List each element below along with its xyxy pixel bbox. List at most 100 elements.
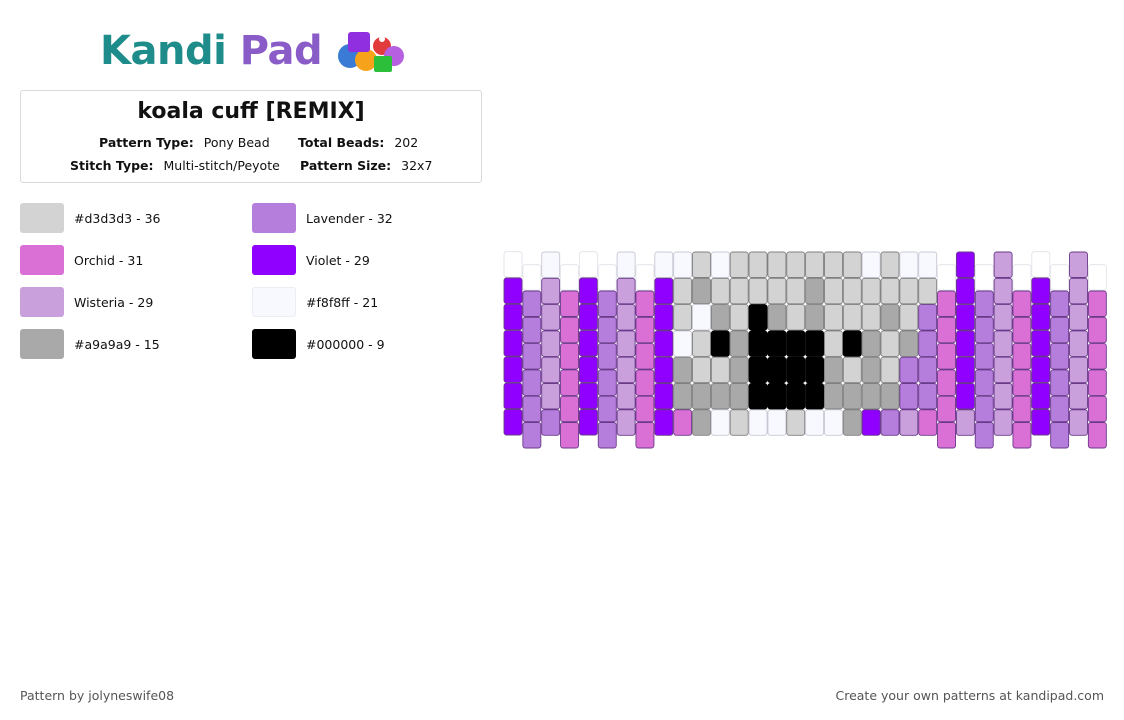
guide-bead xyxy=(635,264,655,291)
bead xyxy=(578,409,598,436)
bead xyxy=(692,356,711,384)
bead xyxy=(1069,277,1088,305)
bead xyxy=(597,369,617,396)
bead xyxy=(993,409,1013,436)
bead xyxy=(673,409,693,436)
bead xyxy=(899,304,919,331)
kandi-pad-logo[interactable]: Kandi Pad xyxy=(100,24,410,78)
bead xyxy=(880,330,900,357)
bead xyxy=(1087,316,1107,344)
legend-item: Violet - 29 xyxy=(252,244,370,276)
bead xyxy=(937,422,956,449)
bead xyxy=(710,356,730,384)
color-swatch xyxy=(252,245,296,275)
bead xyxy=(578,382,598,410)
guide-bead xyxy=(522,264,542,291)
bead xyxy=(503,277,523,304)
bead xyxy=(616,251,636,278)
bead xyxy=(1069,251,1088,278)
bead xyxy=(824,304,843,331)
bead xyxy=(710,383,730,410)
bead xyxy=(955,251,975,278)
legend-item: Wisteria - 29 xyxy=(20,286,153,318)
bead xyxy=(729,356,749,384)
bead-pattern-grid xyxy=(503,251,1107,449)
bead xyxy=(955,409,975,436)
bead xyxy=(522,369,542,396)
logo-wordmark: Kandi Pad xyxy=(100,28,323,74)
bead xyxy=(805,383,825,410)
bead xyxy=(805,356,825,384)
bead xyxy=(748,251,768,278)
bead xyxy=(503,356,523,383)
bead xyxy=(1050,422,1070,449)
bead xyxy=(541,409,561,436)
bead xyxy=(654,383,674,410)
bead xyxy=(786,356,806,384)
bead xyxy=(692,409,711,436)
bead xyxy=(805,277,825,305)
bead xyxy=(541,277,561,305)
bead xyxy=(1012,369,1032,396)
bead xyxy=(824,383,843,410)
bead xyxy=(560,290,579,317)
bead xyxy=(654,251,674,278)
bead xyxy=(522,290,542,317)
color-swatch xyxy=(20,245,64,275)
bead xyxy=(673,251,693,278)
bead xyxy=(918,330,938,357)
bead xyxy=(918,383,938,410)
bead xyxy=(541,356,561,384)
bead xyxy=(597,395,617,423)
bead xyxy=(861,304,881,331)
guide-bead xyxy=(503,251,523,278)
bead xyxy=(880,356,900,384)
bead xyxy=(767,356,787,384)
bead xyxy=(560,422,579,449)
bead xyxy=(1031,277,1051,304)
bead xyxy=(748,330,768,357)
bead xyxy=(786,330,806,357)
bead xyxy=(1087,343,1107,370)
bead xyxy=(729,304,749,331)
bead xyxy=(1031,303,1051,331)
bead xyxy=(1069,409,1088,436)
bead xyxy=(993,277,1013,305)
bead xyxy=(503,330,523,357)
bead xyxy=(937,290,956,317)
legend-item: Lavender - 32 xyxy=(252,202,393,234)
bead-cubes-icon xyxy=(338,32,405,72)
bead xyxy=(974,395,994,423)
bead xyxy=(1012,290,1032,317)
bead xyxy=(861,409,881,436)
bead xyxy=(560,343,579,370)
color-swatch xyxy=(252,203,296,233)
bead xyxy=(767,383,787,410)
bead xyxy=(842,304,862,331)
bead xyxy=(955,383,975,410)
bead xyxy=(1031,382,1051,410)
bead xyxy=(692,383,711,410)
bead xyxy=(1050,369,1070,396)
bead xyxy=(748,356,768,384)
bead xyxy=(842,383,862,410)
bead xyxy=(578,330,598,357)
kandipad-link[interactable]: Create your own patterns at kandipad.com xyxy=(835,688,1104,703)
bead xyxy=(937,316,956,344)
bead xyxy=(541,251,561,278)
bead xyxy=(974,422,994,449)
bead xyxy=(786,304,806,331)
bead xyxy=(673,383,693,410)
guide-bead xyxy=(1050,264,1070,291)
bead xyxy=(937,343,956,370)
bead xyxy=(786,383,806,410)
bead xyxy=(767,330,787,357)
bead xyxy=(710,277,730,305)
bead xyxy=(842,277,862,305)
bead xyxy=(1012,395,1032,423)
bead xyxy=(974,290,994,317)
bead xyxy=(842,330,862,357)
bead xyxy=(805,304,825,331)
bead xyxy=(1012,316,1032,344)
bead xyxy=(937,369,956,396)
